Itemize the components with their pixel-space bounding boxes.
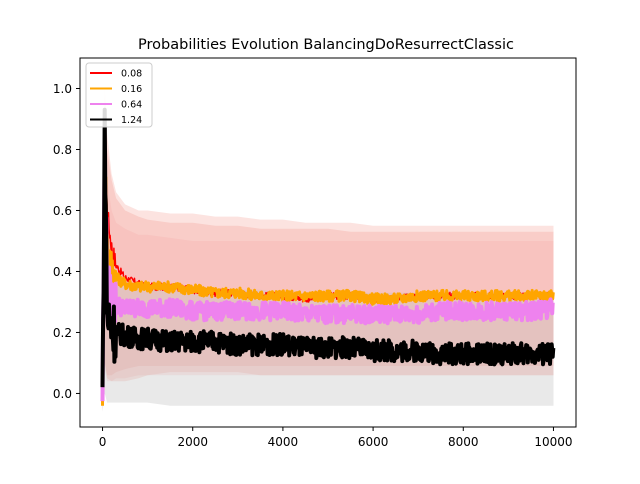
y-tick-label: 0.4 <box>53 265 72 279</box>
legend-label: 1.24 <box>121 115 142 126</box>
line-series-3 <box>100 107 556 388</box>
y-tick-label: 1.0 <box>53 82 72 96</box>
y-tick-label: 0.8 <box>53 143 72 157</box>
x-axis: 0 2000 4000 6000 8000 10000 <box>99 427 573 449</box>
legend-box <box>85 62 153 128</box>
band-series-2 <box>102 119 554 406</box>
x-tick-label: 0 <box>99 435 107 449</box>
x-tick-label: 6000 <box>358 435 389 449</box>
series-lines <box>100 107 556 406</box>
plot-frame <box>79 57 577 428</box>
legend-label: 0.64 <box>121 100 142 111</box>
x-tick-label: 2000 <box>177 435 208 449</box>
x-tick-label: 8000 <box>448 435 479 449</box>
legend-label: 0.08 <box>121 69 142 80</box>
chart-title: Probabilities Evolution BalancingDoResur… <box>138 37 514 53</box>
y-axis: 0.0 0.2 0.4 0.6 0.8 1.0 <box>53 82 80 401</box>
band-series-1 <box>102 94 554 409</box>
band-series-0 <box>102 88 554 412</box>
legend: 0.08 0.16 0.64 1.24 <box>85 62 153 128</box>
line-series-2 <box>100 153 555 402</box>
y-tick-label: 0.2 <box>53 326 72 340</box>
x-tick-label: 4000 <box>268 435 299 449</box>
x-tick-label: 10000 <box>534 435 572 449</box>
line-series-1 <box>101 160 555 406</box>
y-tick-label: 0.0 <box>53 387 72 401</box>
legend-label: 0.16 <box>121 84 142 95</box>
y-tick-label: 0.6 <box>53 204 72 218</box>
